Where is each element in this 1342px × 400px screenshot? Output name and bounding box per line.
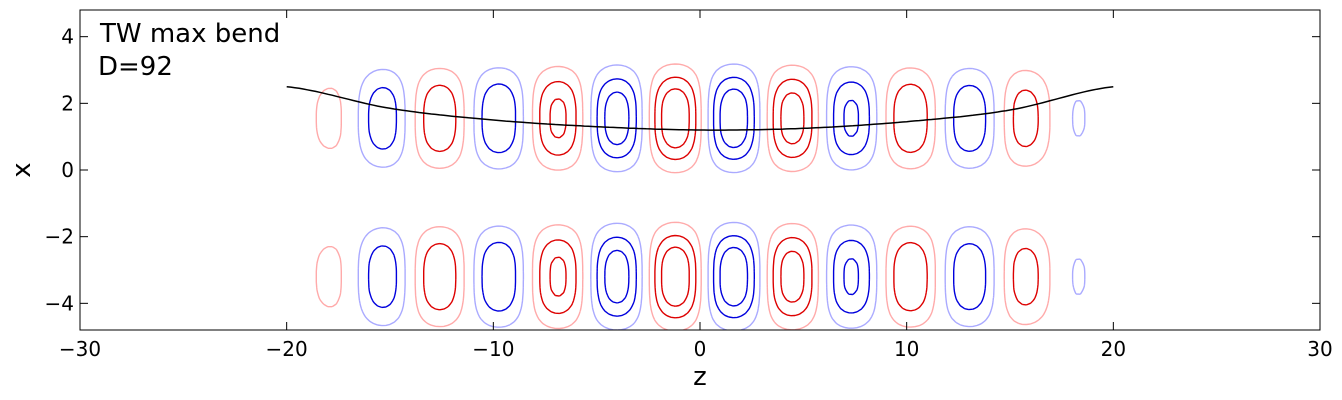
contour-positive-mid: [423, 76, 1039, 319]
y-tick-label: −2: [45, 225, 74, 249]
contour-positive-weak: [315, 63, 1051, 330]
annotation-parameter: D=92: [98, 52, 173, 82]
x-tick-label: 30: [1307, 337, 1332, 361]
y-tick-label: 4: [61, 25, 74, 49]
contour-negative-weak: [357, 63, 1086, 330]
y-tick-label: 2: [61, 91, 74, 115]
contour-negative-mid: [367, 76, 987, 319]
x-tick-label: 20: [1101, 337, 1126, 361]
x-tick-label: −10: [472, 337, 514, 361]
x-tick-label: 0: [694, 337, 707, 361]
plot-frame: [79, 9, 1321, 331]
contour-field: [315, 63, 1086, 330]
annotation-title: TW max bend: [99, 19, 280, 49]
x-tick-label: 10: [894, 337, 919, 361]
y-tick-label: 0: [61, 158, 74, 182]
x-tick-label: −30: [59, 337, 101, 361]
contour-positive-strong: [549, 88, 805, 307]
x-tick-label: −20: [266, 337, 308, 361]
y-tick-label: −4: [45, 291, 74, 315]
y-axis-label: x: [7, 162, 37, 177]
x-axis-label: z: [693, 362, 707, 392]
contour-negative-strong: [604, 88, 860, 307]
centerline-path: [286, 85, 1114, 131]
centerline-curve: [286, 85, 1114, 131]
